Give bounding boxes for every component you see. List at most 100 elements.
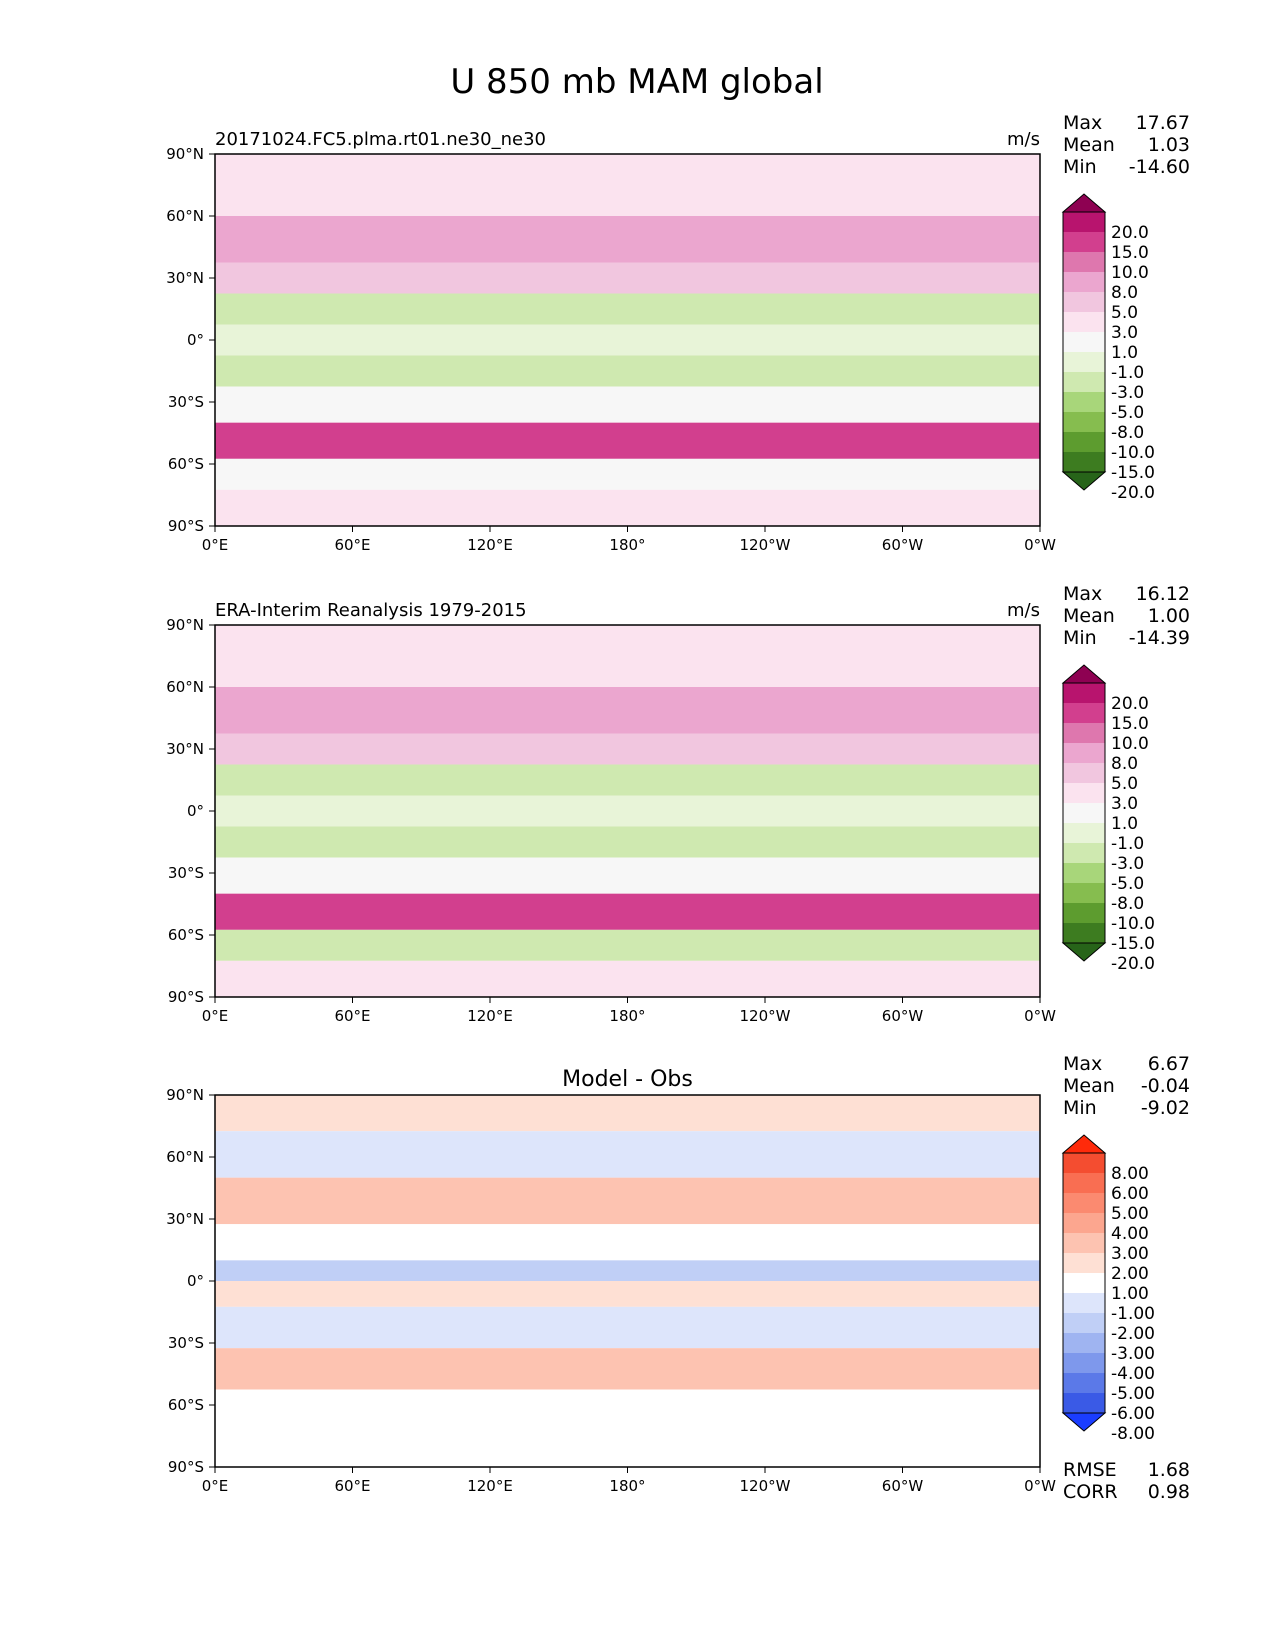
colorbar-swatch — [1063, 1233, 1105, 1254]
field-band — [215, 857, 1040, 894]
colorbar-frame — [1062, 211, 1106, 473]
field-band — [215, 1348, 1040, 1390]
field-band — [215, 293, 1040, 325]
y-tick-label: 30°N — [166, 269, 204, 287]
field-band — [215, 1389, 1040, 1421]
field-band — [215, 154, 1040, 216]
colorbar-swatch — [1063, 683, 1105, 704]
colorbar-swatch — [1063, 743, 1105, 764]
x-tick-label: 120°W — [740, 1007, 791, 1025]
y-tick-label: 30°S — [168, 864, 204, 882]
x-tick-label: 60°W — [882, 536, 924, 554]
x-tick-label: 120°W — [740, 536, 791, 554]
colorbar-label: -1.0 — [1111, 363, 1144, 383]
x-tick-label: 0°W — [1024, 536, 1056, 554]
colorbar-swatch — [1063, 1273, 1105, 1294]
colorbar-label: 15.0 — [1111, 243, 1149, 263]
field-band — [215, 489, 1040, 526]
y-tick-label: 60°S — [168, 455, 204, 473]
stat-value-min: -9.02 — [1141, 1097, 1190, 1119]
colorbar-label: -10.0 — [1111, 443, 1155, 463]
stat-value-mean: 1.03 — [1148, 134, 1190, 156]
x-tick-label: 0°W — [1024, 1477, 1056, 1495]
panel-left-title: ERA-Interim Reanalysis 1979-2015 — [215, 600, 527, 621]
stat-label-mean: Mean — [1063, 134, 1115, 156]
field-reference — [215, 625, 1040, 997]
y-tick-label: 60°S — [168, 926, 204, 944]
colorbar-label: -3.00 — [1111, 1344, 1155, 1364]
colorbar-label: -2.00 — [1111, 1324, 1155, 1344]
colorbar-swatch — [1063, 332, 1105, 353]
field-band — [215, 1306, 1040, 1349]
stat-value-mean: -0.04 — [1141, 1075, 1190, 1097]
x-tick-label: 60°W — [882, 1477, 924, 1495]
y-tick-label: 90°S — [168, 988, 204, 1006]
colorbar-label: -15.0 — [1111, 463, 1155, 483]
field-band — [215, 1281, 1040, 1307]
colorbar-label: 8.00 — [1111, 1164, 1149, 1184]
colorbar-label: 3.00 — [1111, 1244, 1149, 1264]
x-tick-label: 60°E — [334, 536, 370, 554]
y-tick-label: 90°N — [166, 145, 204, 163]
colorbar-swatch — [1063, 1193, 1105, 1214]
colorbar-extend-min — [1061, 471, 1107, 491]
colorbar-label: 5.0 — [1111, 774, 1138, 794]
colorbar-swatch — [1063, 723, 1105, 744]
field-band — [215, 1177, 1040, 1225]
field-band — [215, 216, 1040, 263]
colorbar-swatch — [1063, 272, 1105, 293]
colorbar-swatch — [1063, 292, 1105, 313]
field-band — [215, 1224, 1040, 1261]
field-band — [215, 1260, 1040, 1281]
colorbar-label: 4.00 — [1111, 1224, 1149, 1244]
x-tick-label: 120°E — [467, 1477, 513, 1495]
colorbar-swatch — [1063, 312, 1105, 333]
colorbar-label: -1.00 — [1111, 1304, 1155, 1324]
y-tick-label: 90°N — [166, 616, 204, 634]
colorbar-label: -3.0 — [1111, 383, 1144, 403]
y-tick-label: 30°N — [166, 740, 204, 758]
colorbar-extend-max — [1061, 193, 1107, 213]
stat-label-max: Max — [1063, 583, 1102, 605]
field-band — [215, 929, 1040, 961]
field-band — [215, 262, 1040, 294]
colorbar-label: 8.0 — [1111, 283, 1138, 303]
x-tick-label: 60°E — [334, 1477, 370, 1495]
stat-value-max: 6.67 — [1148, 1053, 1190, 1075]
colorbar-reference: 20.015.010.08.05.03.01.0-1.0-3.0-5.0-8.0… — [1061, 664, 1155, 974]
colorbar-swatch — [1063, 432, 1105, 453]
colorbar-swatch — [1063, 903, 1105, 924]
field-band — [215, 324, 1040, 356]
field-band — [215, 960, 1040, 997]
colorbar-label: 1.0 — [1111, 343, 1138, 363]
y-tick-label: 60°N — [166, 1148, 204, 1166]
colorbar-swatch — [1063, 1293, 1105, 1314]
colorbar-label: 2.00 — [1111, 1264, 1149, 1284]
x-tick-label: 120°E — [467, 536, 513, 554]
y-tick-label: 0° — [187, 1272, 204, 1290]
y-tick-label: 90°S — [168, 1458, 204, 1476]
field-band — [215, 625, 1040, 687]
y-tick-label: 90°N — [166, 1086, 204, 1104]
x-tick-label: 0°E — [202, 1007, 229, 1025]
colorbar-frame — [1062, 682, 1106, 944]
colorbar-label: 10.0 — [1111, 734, 1149, 754]
colorbar-label: 20.0 — [1111, 223, 1149, 243]
colorbar-label: -4.00 — [1111, 1364, 1155, 1384]
stat-label-max: Max — [1063, 112, 1102, 134]
colorbar-swatch — [1063, 212, 1105, 233]
colorbar-label: 3.0 — [1111, 323, 1138, 343]
colorbar-swatch — [1063, 923, 1105, 944]
colorbar-label: 8.0 — [1111, 754, 1138, 774]
colorbar-swatch — [1063, 452, 1105, 473]
colorbar-swatch — [1063, 863, 1105, 884]
colorbar-label: -15.0 — [1111, 934, 1155, 954]
colorbar-swatch — [1063, 1313, 1105, 1334]
y-tick-label: 30°S — [168, 1334, 204, 1352]
stat-value-min: -14.60 — [1129, 156, 1190, 178]
colorbar-swatch — [1063, 703, 1105, 724]
y-tick-label: 0° — [187, 331, 204, 349]
colorbar-label: -3.0 — [1111, 854, 1144, 874]
colorbar-label: -5.00 — [1111, 1384, 1155, 1404]
